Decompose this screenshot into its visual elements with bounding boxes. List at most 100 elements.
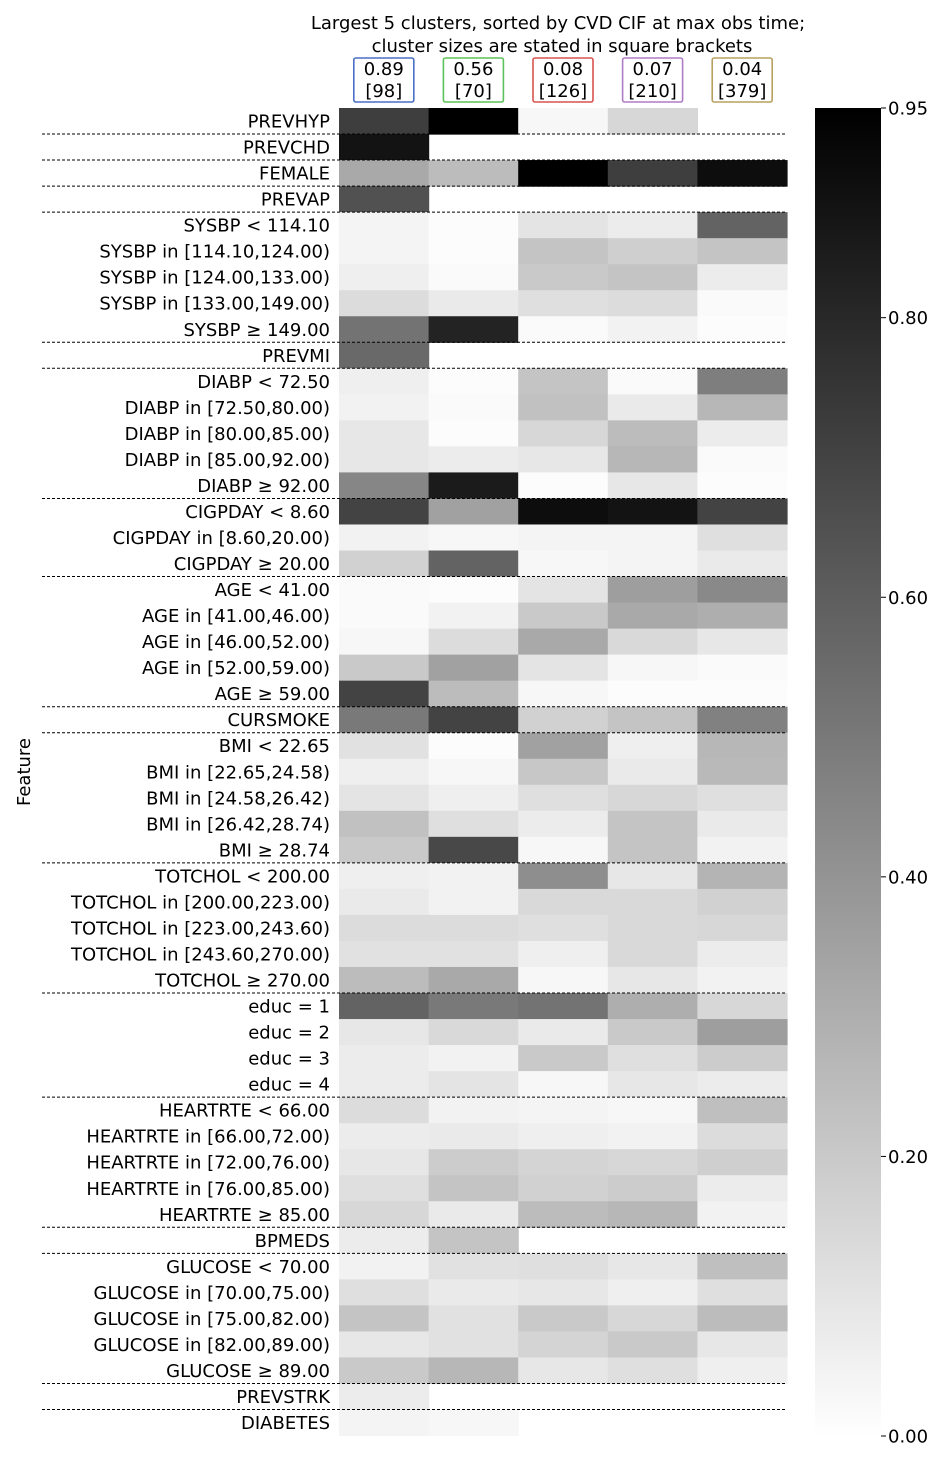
heatmap-cell (697, 1019, 788, 1046)
heatmap-cell (697, 654, 788, 682)
heatmap-cell (607, 993, 698, 1020)
heatmap-cell (339, 498, 430, 526)
cluster-cif-label: 0.56 (453, 59, 493, 80)
row-label: AGE in [52.00,59.00) (142, 658, 330, 679)
heatmap-cell (428, 680, 519, 708)
heatmap-cell (428, 914, 519, 942)
heatmap-cell (697, 1331, 788, 1359)
heatmap-cell (607, 1279, 698, 1306)
heatmap-cells (339, 108, 788, 1437)
row-label: educ = 3 (248, 1049, 330, 1070)
heatmap-cell (607, 108, 698, 135)
cluster-cif-label: 0.07 (633, 59, 673, 80)
heatmap-cell (339, 186, 430, 213)
heatmap-cell (428, 1149, 519, 1176)
heatmap-cell (428, 238, 519, 265)
heatmap-cell (518, 940, 609, 968)
heatmap-cell (339, 888, 430, 916)
heatmap-cell (518, 264, 609, 291)
heatmap-cell (697, 1123, 788, 1150)
heatmap-cell (428, 836, 519, 864)
y-axis-label: Feature (14, 738, 35, 806)
heatmap-cell (697, 264, 788, 291)
heatmap-cell (607, 732, 698, 760)
heatmap-cell (518, 316, 609, 343)
heatmap-cell (339, 732, 430, 760)
heatmap-cell (518, 212, 609, 239)
heatmap-cell (697, 1149, 788, 1176)
row-label: CURSMOKE (227, 710, 330, 731)
row-label: AGE in [41.00,46.00) (142, 606, 330, 627)
row-label: SYSBP in [114.10,124.00) (99, 242, 330, 263)
colorbar-tick-label: 0.95 (888, 99, 928, 120)
heatmap-cell (428, 1123, 519, 1150)
heatmap-cell (428, 1227, 519, 1254)
row-label: BMI < 22.65 (219, 736, 330, 757)
row-label: HEARTRTE < 66.00 (159, 1101, 330, 1122)
heatmap-cell (339, 394, 430, 421)
heatmap-cell (607, 940, 698, 968)
heatmap-cell (697, 316, 788, 343)
heatmap-cell (339, 862, 430, 890)
heatmap-cell (428, 758, 519, 786)
heatmap-cell (518, 1175, 609, 1202)
heatmap-cell (428, 1175, 519, 1202)
heatmap-cell (428, 810, 519, 838)
cluster-header-box-1 (352, 57, 415, 103)
row-label: PREVSTRK (236, 1387, 331, 1408)
heatmap-cell (518, 238, 609, 265)
cluster-headers: 0.89[98] 0.56[70] 0.08[126] 0.07[210] 0.04[3… (352, 57, 774, 103)
colorbar-ticks: 0.00 0.20 0.40 0.60 0.80 0.95 (881, 99, 928, 1448)
colorbar-tick-label: 0.40 (888, 867, 928, 888)
heatmap-cell (339, 966, 430, 994)
heatmap-cell (697, 1045, 788, 1072)
heatmap-cell (339, 914, 430, 942)
heatmap-cell (428, 628, 519, 656)
row-label: educ = 4 (248, 1075, 330, 1096)
heatmap-cell (339, 1279, 430, 1306)
heatmap-cell (428, 498, 519, 526)
heatmap-cell (518, 758, 609, 786)
heatmap-cell (518, 810, 609, 838)
colorbar-tick-label: 0.60 (888, 588, 928, 609)
heatmap-cell (697, 420, 788, 447)
heatmap-cell (428, 290, 519, 317)
heatmap-cell (697, 290, 788, 317)
heatmap-cell (339, 758, 430, 786)
chart-title-line-1: Largest 5 clusters, sorted by CVD CIF at… (311, 13, 805, 34)
heatmap-cell (607, 1019, 698, 1046)
heatmap-cell (607, 472, 698, 500)
heatmap-cell (428, 160, 519, 187)
heatmap-cell (697, 1253, 788, 1280)
heatmap-cell (607, 680, 698, 708)
chart-title-line-2: cluster sizes are stated in square brack… (372, 36, 753, 57)
row-label: AGE ≥ 59.00 (215, 684, 330, 705)
heatmap-cell (339, 108, 430, 135)
heatmap-cell (339, 316, 430, 343)
heatmap-cell (697, 1175, 788, 1202)
heatmap-cell (339, 134, 430, 161)
heatmap-cell (518, 628, 609, 656)
row-label: TOTCHOL < 200.00 (154, 866, 330, 887)
heatmap-cell (518, 446, 609, 474)
heatmap-cell (607, 160, 698, 187)
heatmap-cell (339, 550, 430, 578)
row-label: BMI in [22.65,24.58) (146, 762, 330, 783)
heatmap-cell (428, 212, 519, 239)
heatmap-cell (697, 940, 788, 968)
group-separators (42, 133, 786, 1410)
row-labels: PREVHYP PREVCHD FEMALE PREVAP SYSBP < 114.10… (70, 112, 331, 1435)
cluster-size-label: [126] (539, 81, 587, 102)
heatmap-cell (697, 706, 788, 734)
heatmap-cell (339, 264, 430, 291)
heatmap-cell (697, 1279, 788, 1306)
heatmap-cell (607, 1253, 698, 1280)
cluster-header-box-5 (711, 57, 774, 103)
heatmap-cell (607, 394, 698, 421)
heatmap-cell (339, 212, 430, 239)
heatmap-cell (607, 524, 698, 552)
heatmap-cell (428, 1201, 519, 1228)
heatmap-cell (607, 446, 698, 474)
heatmap-cell (607, 654, 698, 682)
